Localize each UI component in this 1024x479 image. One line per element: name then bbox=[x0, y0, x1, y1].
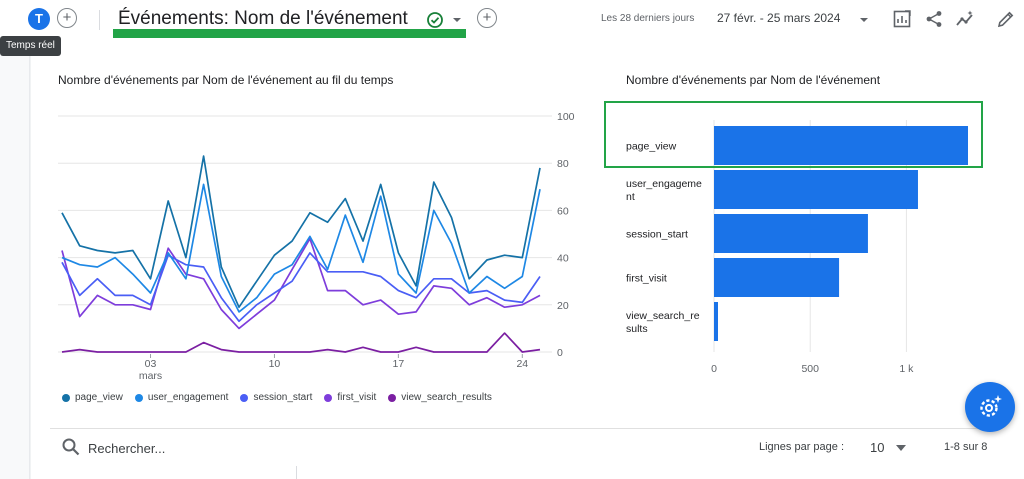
table-toolbar-divider bbox=[50, 428, 998, 429]
search-icon bbox=[62, 438, 80, 456]
legend-dot bbox=[240, 393, 249, 402]
insights-fab-button[interactable] bbox=[965, 382, 1015, 432]
realtime-tooltip: Temps réel bbox=[0, 36, 61, 56]
legend-item-page-view[interactable]: page_view bbox=[62, 392, 123, 403]
date-range-dropdown-icon[interactable] bbox=[859, 15, 869, 25]
table-column-divider bbox=[296, 466, 297, 479]
legend-item-view-search-results[interactable]: view_search_results bbox=[388, 392, 492, 403]
edit-icon[interactable] bbox=[996, 9, 1016, 29]
add-comparison-button[interactable]: + bbox=[57, 8, 77, 28]
chevron-down-icon bbox=[896, 445, 906, 451]
date-range-value[interactable]: 27 févr. - 25 mars 2024 bbox=[717, 11, 841, 25]
legend-dot bbox=[134, 393, 143, 402]
legend-label: page_view bbox=[75, 392, 123, 403]
check-circle-icon[interactable] bbox=[426, 11, 444, 29]
rows-per-page-label: Lignes par page : bbox=[759, 441, 845, 453]
table-search-input[interactable] bbox=[88, 438, 288, 458]
line-chart-title: Nombre d'événements par Nom de l'événeme… bbox=[58, 73, 394, 87]
line-chart-legend: page_view user_engagement session_start fir… bbox=[62, 392, 492, 403]
legend-label: view_search_results bbox=[401, 392, 492, 403]
legend-dot bbox=[388, 393, 397, 402]
bar-chart-title: Nombre d'événements par Nom de l'événeme… bbox=[626, 73, 881, 87]
left-rail bbox=[0, 38, 30, 479]
page-title: Événements: Nom de l'événement bbox=[118, 8, 408, 29]
pagination-label: 1-8 sur 8 bbox=[944, 441, 988, 453]
legend-dot bbox=[62, 393, 70, 402]
rows-per-page-select[interactable]: 10 bbox=[862, 436, 912, 460]
legend-label: session_start bbox=[253, 392, 313, 403]
legend-label: user_engagement bbox=[147, 392, 229, 403]
date-range-label[interactable]: Les 28 derniers jours bbox=[601, 13, 695, 24]
report-header: T + Événements: Nom de l'événement + Les… bbox=[0, 0, 1024, 38]
header-divider bbox=[99, 10, 100, 30]
legend-item-session-start[interactable]: session_start bbox=[240, 392, 312, 403]
title-highlight-underline bbox=[113, 29, 466, 38]
legend-label: first_visit bbox=[337, 392, 377, 403]
legend-item-user-engagement[interactable]: user_engagement bbox=[134, 392, 229, 403]
legend-item-first-visit[interactable]: first_visit bbox=[324, 392, 376, 403]
share-icon[interactable] bbox=[924, 9, 944, 29]
settings-sparkle-icon bbox=[980, 395, 1002, 417]
add-filter-button[interactable]: + bbox=[477, 8, 497, 28]
chevron-down-icon[interactable] bbox=[452, 15, 462, 25]
user-avatar[interactable]: T bbox=[28, 8, 50, 30]
legend-dot bbox=[324, 393, 333, 402]
page-view-highlight-box bbox=[604, 101, 983, 168]
insights-icon[interactable] bbox=[955, 9, 975, 29]
rows-per-page-value: 10 bbox=[870, 440, 885, 455]
customize-report-icon[interactable] bbox=[892, 9, 912, 29]
